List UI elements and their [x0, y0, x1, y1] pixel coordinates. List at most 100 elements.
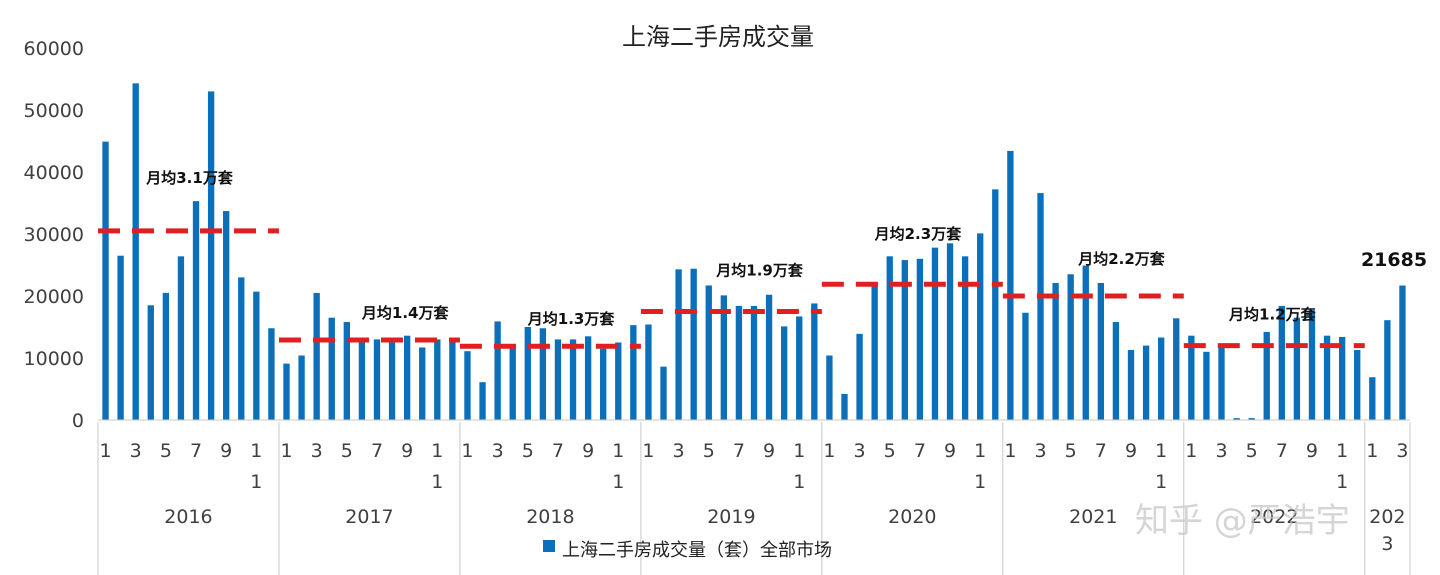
bar	[916, 258, 924, 420]
bar	[192, 201, 200, 420]
bar	[1007, 150, 1014, 421]
x-tick-label: 1	[250, 471, 262, 493]
x-tick-label: 1	[612, 440, 624, 462]
x-tick-label: 5	[884, 440, 896, 462]
bar	[992, 189, 999, 420]
y-tick-label: 0	[72, 410, 84, 432]
bar	[1384, 320, 1391, 420]
bar	[434, 339, 441, 420]
bar	[675, 269, 682, 420]
average-label: 月均1.9万套	[715, 262, 804, 280]
bar	[1067, 274, 1074, 420]
year-label: 2022	[1250, 506, 1298, 528]
x-tick-label: 1	[823, 440, 835, 462]
bar	[946, 243, 954, 420]
x-tick-label: 9	[220, 440, 232, 462]
bar	[313, 292, 320, 420]
average-label: 月均2.2万套	[1077, 250, 1166, 268]
bar	[645, 324, 652, 420]
y-tick-label: 60000	[24, 38, 84, 60]
bar	[223, 211, 230, 420]
bar	[871, 282, 878, 420]
bar	[403, 335, 411, 420]
bar	[1188, 335, 1195, 420]
x-tick-label: 1	[1004, 440, 1016, 462]
legend-swatch	[543, 540, 555, 552]
average-label: 月均3.1万套	[145, 169, 234, 187]
bar	[1112, 322, 1120, 420]
bar	[132, 83, 139, 420]
year-label: 2017	[345, 506, 393, 528]
year-label: 2018	[526, 506, 574, 528]
year-label-wrap: 3	[1381, 533, 1393, 555]
bar	[615, 342, 622, 420]
x-tick-label: 3	[1215, 440, 1227, 462]
bar	[162, 292, 170, 420]
x-tick-label: 1	[461, 440, 473, 462]
bar	[298, 355, 305, 420]
average-label: 月均2.3万套	[874, 225, 963, 243]
bar	[841, 393, 848, 420]
bar	[1127, 349, 1135, 420]
bar	[931, 247, 939, 420]
bar	[735, 305, 743, 420]
bar	[147, 305, 154, 420]
bar	[705, 285, 712, 420]
bar	[177, 256, 185, 420]
average-label: 月均1.4万套	[361, 304, 450, 322]
watermark: 知乎 @严浩宇	[1135, 501, 1350, 541]
bar	[464, 351, 471, 420]
x-tick-label: 3	[673, 440, 685, 462]
x-tick-label: 3	[854, 440, 866, 462]
x-tick-label: 7	[1276, 440, 1288, 462]
bar	[1308, 310, 1316, 420]
chart-title: 上海二手房成交量	[622, 23, 814, 51]
bar	[268, 328, 275, 420]
bar	[660, 366, 667, 420]
latest-value-label: 21685	[1361, 249, 1427, 271]
bar	[388, 342, 396, 420]
bar	[584, 336, 592, 420]
x-tick-label: 7	[190, 440, 202, 462]
bar	[1052, 282, 1059, 420]
bar	[901, 260, 908, 420]
x-tick-label: 3	[1396, 440, 1408, 462]
x-tick-label: 1	[1185, 440, 1197, 462]
x-tick-label: 1	[431, 440, 443, 462]
bar	[569, 339, 577, 420]
bar	[283, 363, 290, 420]
legend: 上海二手房成交量（套）全部市场	[543, 540, 832, 561]
x-tick-label: 7	[371, 440, 383, 462]
x-tick-label: 7	[914, 440, 926, 462]
bar	[479, 382, 486, 420]
bar	[1399, 285, 1406, 420]
x-tick-label: 1	[1336, 440, 1348, 462]
bar	[1218, 346, 1225, 420]
bar	[1354, 349, 1361, 420]
bar	[117, 255, 124, 420]
bar	[102, 141, 109, 420]
bar	[630, 325, 637, 420]
x-tick-label: 5	[703, 440, 715, 462]
y-tick-label: 40000	[24, 162, 84, 184]
x-tick-label: 1	[99, 440, 111, 462]
x-tick-label: 3	[1034, 440, 1046, 462]
bar	[343, 322, 350, 420]
bar	[1263, 331, 1270, 420]
bar	[1097, 282, 1105, 420]
x-tick-label: 3	[311, 440, 323, 462]
x-tick-label: 1	[793, 471, 805, 493]
bar	[1323, 335, 1331, 420]
x-tick-label: 7	[552, 440, 564, 462]
x-tick-label: 1	[250, 440, 262, 462]
bar	[1022, 312, 1029, 420]
x-tick-label: 7	[1095, 440, 1107, 462]
x-tick-label: 1	[612, 471, 624, 493]
x-tick-label: 1	[793, 440, 805, 462]
x-tick-label: 5	[341, 440, 353, 462]
y-tick-label: 10000	[24, 348, 84, 370]
bar	[494, 321, 501, 420]
